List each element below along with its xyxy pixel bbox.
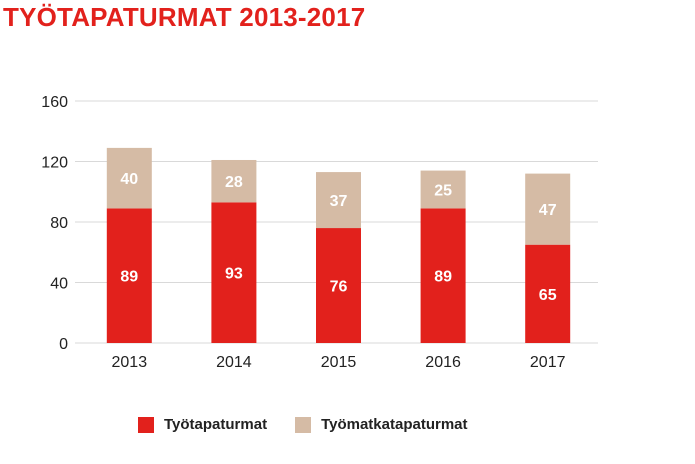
stacked-bar-chart: 0 40 80 120 160 89 40 2013 93 28 2014 76 37 2015 89 25 2… <box>41 94 598 371</box>
bar-segment-0-2015 <box>316 228 361 343</box>
x-tick-label: 2014 <box>216 354 252 371</box>
bar-segment-1-2017 <box>525 173 571 245</box>
y-tick-label: 40 <box>50 276 68 293</box>
data-label: 25 <box>434 182 452 199</box>
legend-item-tyomatkatapaturmat: Työmatkatapaturmat <box>295 416 468 433</box>
x-tick-label: 2016 <box>425 354 461 371</box>
bar-segment-1-2015 <box>316 172 361 229</box>
bar-segment-0-2016 <box>420 208 466 343</box>
bar-segment-0-2014 <box>211 202 257 343</box>
legend-item-tyotapaturmat: Työtapaturmat <box>138 416 267 433</box>
bar-segment-0-2013 <box>106 208 152 343</box>
data-label: 28 <box>225 174 243 191</box>
y-tick-label: 80 <box>50 215 68 232</box>
x-tick-label: 2015 <box>321 354 357 371</box>
data-label: 89 <box>434 269 452 286</box>
chart-title: TYÖTAPATURMAT 2013-2017 <box>3 2 366 32</box>
data-label: 93 <box>225 266 243 283</box>
bar-segment-1-2014 <box>211 159 257 203</box>
data-label: 76 <box>330 279 348 296</box>
legend-label-tyomatkatapaturmat: Työmatkatapaturmat <box>321 416 468 433</box>
bar-segment-0-2017 <box>525 244 571 343</box>
data-label: 37 <box>330 193 348 210</box>
y-tick-label: 0 <box>59 336 68 353</box>
legend-label-tyotapaturmat: Työtapaturmat <box>164 416 268 433</box>
y-tick-label: 120 <box>41 155 68 172</box>
data-label: 40 <box>120 171 138 188</box>
legend-swatch-tyomatkatapaturmat <box>295 416 312 433</box>
x-tick-label: 2013 <box>112 354 148 371</box>
x-tick-label: 2017 <box>530 354 566 371</box>
data-label: 89 <box>120 269 138 286</box>
bar-segment-1-2013 <box>106 147 152 209</box>
legend-swatch-tyotapaturmat <box>138 416 154 433</box>
data-label: 65 <box>539 287 557 304</box>
data-label: 47 <box>539 202 557 219</box>
legend: Työtapaturmat Työmatkatapaturmat <box>138 416 496 433</box>
bar-segment-1-2016 <box>420 170 466 209</box>
y-tick-label: 160 <box>41 94 68 111</box>
